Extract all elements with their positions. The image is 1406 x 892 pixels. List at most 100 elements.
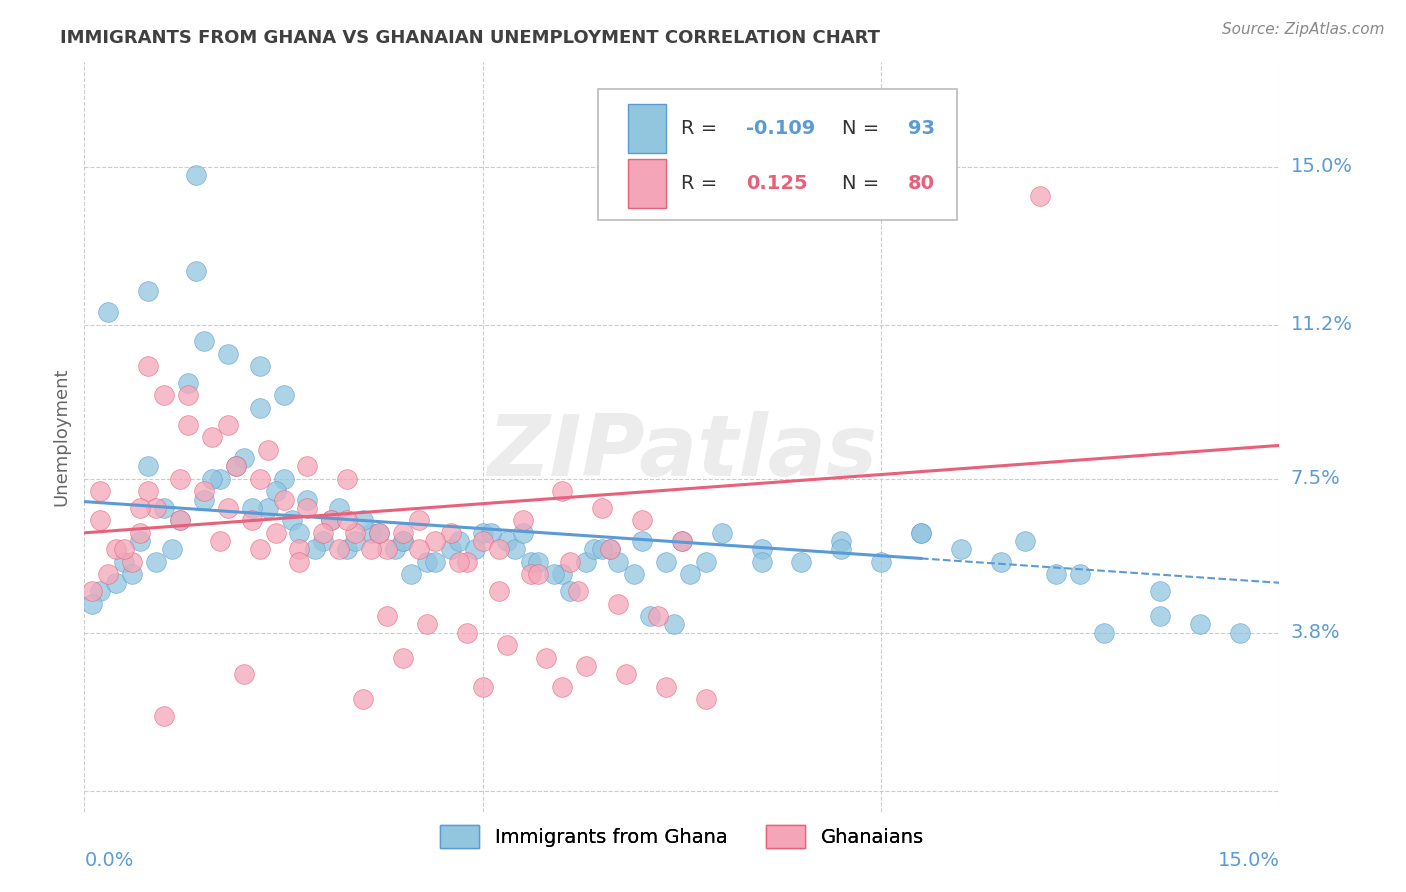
Point bbox=[297, 500, 319, 515]
Point bbox=[695, 555, 717, 569]
Point bbox=[1069, 567, 1091, 582]
Point bbox=[790, 555, 813, 569]
Point bbox=[456, 555, 478, 569]
Point bbox=[471, 680, 494, 694]
Point bbox=[160, 542, 183, 557]
Point bbox=[638, 609, 661, 624]
Point bbox=[655, 680, 678, 694]
Text: IMMIGRANTS FROM GHANA VS GHANAIAN UNEMPLOYMENT CORRELATION CHART: IMMIGRANTS FROM GHANA VS GHANAIAN UNEMPL… bbox=[60, 29, 880, 47]
Point bbox=[321, 513, 343, 527]
Point bbox=[1229, 625, 1251, 640]
Point bbox=[519, 555, 541, 569]
Point bbox=[232, 667, 254, 681]
Text: -0.109: -0.109 bbox=[747, 120, 815, 138]
Point bbox=[121, 555, 143, 569]
Point bbox=[360, 542, 382, 557]
Point bbox=[208, 534, 231, 549]
Point bbox=[392, 650, 415, 665]
Point bbox=[184, 263, 207, 277]
Point bbox=[97, 567, 120, 582]
Point bbox=[536, 650, 558, 665]
Text: 7.5%: 7.5% bbox=[1291, 469, 1340, 488]
Point bbox=[312, 525, 335, 540]
Point bbox=[249, 401, 271, 415]
Point bbox=[352, 513, 374, 527]
Point bbox=[1014, 534, 1036, 549]
Point bbox=[360, 525, 382, 540]
Point bbox=[249, 359, 271, 374]
Point bbox=[1188, 617, 1211, 632]
Point bbox=[136, 484, 159, 499]
Point bbox=[503, 542, 526, 557]
Point bbox=[336, 513, 359, 527]
Point bbox=[440, 525, 463, 540]
Point bbox=[392, 525, 415, 540]
Point bbox=[591, 542, 613, 557]
Point bbox=[512, 513, 534, 527]
Point bbox=[153, 388, 176, 402]
Point bbox=[217, 500, 239, 515]
Point bbox=[599, 542, 621, 557]
Point bbox=[423, 534, 446, 549]
Point bbox=[527, 567, 550, 582]
Text: 0.0%: 0.0% bbox=[84, 851, 134, 870]
Point bbox=[225, 459, 247, 474]
Point bbox=[623, 567, 645, 582]
Point bbox=[560, 555, 582, 569]
Point bbox=[304, 542, 326, 557]
Point bbox=[456, 625, 478, 640]
Point bbox=[328, 500, 350, 515]
Text: N =: N = bbox=[842, 174, 886, 193]
Point bbox=[527, 555, 550, 569]
Point bbox=[256, 500, 278, 515]
Point bbox=[288, 542, 311, 557]
Point bbox=[136, 285, 159, 299]
Point bbox=[1149, 609, 1171, 624]
Point bbox=[440, 542, 463, 557]
Text: ZIPatlas: ZIPatlas bbox=[486, 410, 877, 493]
Point bbox=[184, 168, 207, 182]
Point bbox=[273, 492, 295, 507]
Point bbox=[177, 376, 200, 390]
Point bbox=[344, 534, 367, 549]
Point bbox=[384, 542, 406, 557]
Point bbox=[910, 525, 932, 540]
Point bbox=[471, 534, 494, 549]
Point bbox=[105, 542, 128, 557]
Point bbox=[375, 542, 398, 557]
Point bbox=[240, 500, 263, 515]
Point bbox=[607, 555, 630, 569]
Point bbox=[575, 555, 598, 569]
Point bbox=[297, 492, 319, 507]
Point bbox=[256, 442, 278, 457]
Point bbox=[249, 542, 271, 557]
Point bbox=[97, 305, 120, 319]
Point bbox=[217, 417, 239, 432]
Point bbox=[543, 567, 565, 582]
Point bbox=[368, 525, 391, 540]
Point bbox=[990, 555, 1012, 569]
Point bbox=[344, 525, 367, 540]
Point bbox=[447, 534, 470, 549]
Point bbox=[193, 484, 215, 499]
Point bbox=[121, 567, 143, 582]
Point bbox=[495, 534, 517, 549]
Point bbox=[583, 542, 606, 557]
Point bbox=[662, 617, 685, 632]
Point bbox=[495, 638, 517, 652]
Point bbox=[614, 667, 637, 681]
Point bbox=[710, 525, 733, 540]
Point bbox=[177, 417, 200, 432]
Point bbox=[169, 513, 191, 527]
Point bbox=[416, 555, 439, 569]
Point bbox=[591, 500, 613, 515]
Bar bbox=[628, 104, 666, 153]
Text: 3.8%: 3.8% bbox=[1291, 624, 1340, 642]
Point bbox=[208, 472, 231, 486]
Point bbox=[399, 567, 422, 582]
Point bbox=[695, 692, 717, 706]
Point bbox=[240, 513, 263, 527]
Point bbox=[129, 500, 152, 515]
Point bbox=[201, 430, 224, 444]
Text: Source: ZipAtlas.com: Source: ZipAtlas.com bbox=[1222, 22, 1385, 37]
